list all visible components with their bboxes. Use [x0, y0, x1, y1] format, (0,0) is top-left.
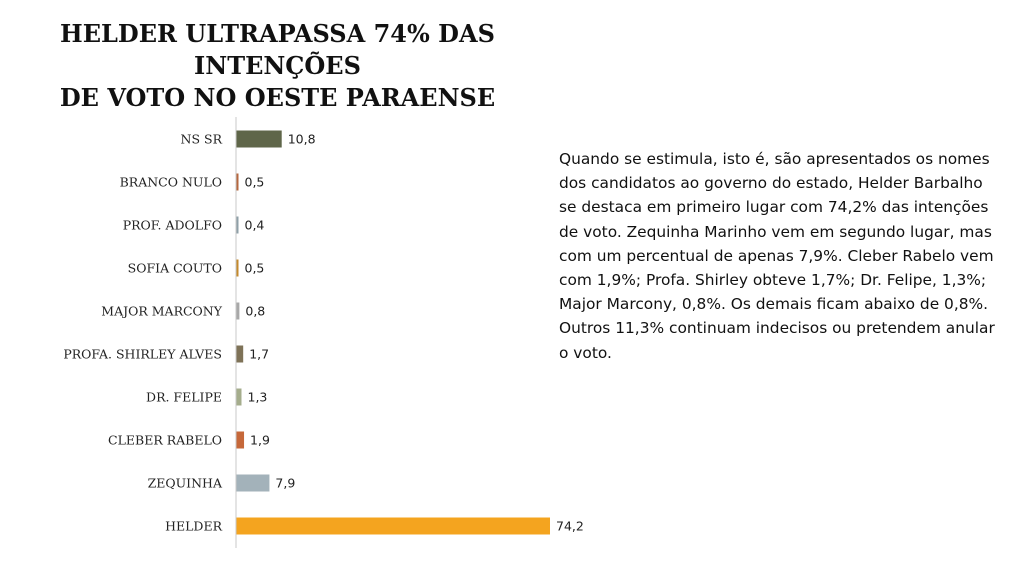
value-label: 1,9 — [250, 433, 270, 448]
value-label: 1,7 — [249, 347, 269, 362]
category-label: HELDER — [165, 519, 222, 534]
value-label: 7,9 — [275, 476, 295, 491]
bar — [236, 173, 239, 191]
bar-chart: NS SR 10,8 BRANCO NULO 0,5 PROF. ADOLFO 0,4 SO… — [63, 117, 584, 548]
category-label: ZEQUINHA — [148, 476, 223, 491]
bar — [236, 431, 245, 449]
description-paragraph: Quando se estimula, isto é, são apresent… — [559, 150, 995, 362]
value-label: 0,4 — [245, 218, 265, 233]
category-label: PROF. ADOLFO — [123, 218, 222, 233]
bar — [236, 216, 239, 234]
bar-group: NS SR 10,8 BRANCO NULO 0,5 PROF. ADOLFO 0,4 SO… — [63, 130, 584, 535]
value-label: 0,8 — [245, 304, 265, 319]
chart-title: HELDER ULTRAPASSA 74% DAS INTENÇÕES DE V… — [0, 18, 555, 114]
category-label: BRANCO NULO — [120, 175, 222, 190]
category-label: PROFA. SHIRLEY ALVES — [63, 347, 222, 362]
value-label: 0,5 — [245, 175, 265, 190]
value-label: 74,2 — [556, 519, 584, 534]
category-label: NS SR — [181, 132, 223, 147]
category-label: MAJOR MARCONY — [101, 304, 222, 319]
value-label: 1,3 — [248, 390, 268, 405]
chart-title-line-2: DE VOTO NO OESTE PARAENSE — [59, 83, 496, 112]
category-label: DR. FELIPE — [146, 390, 222, 405]
bar — [236, 345, 244, 363]
value-label: 0,5 — [245, 261, 265, 276]
category-label: SOFIA COUTO — [128, 261, 222, 276]
category-label: CLEBER RABELO — [108, 433, 222, 448]
bar — [236, 130, 282, 148]
bar — [236, 517, 550, 535]
bar — [236, 259, 239, 277]
chart-title-line-1: HELDER ULTRAPASSA 74% DAS INTENÇÕES — [60, 19, 495, 80]
bar — [236, 302, 240, 320]
bar — [236, 388, 242, 406]
value-label: 10,8 — [288, 132, 316, 147]
bar — [236, 474, 270, 492]
